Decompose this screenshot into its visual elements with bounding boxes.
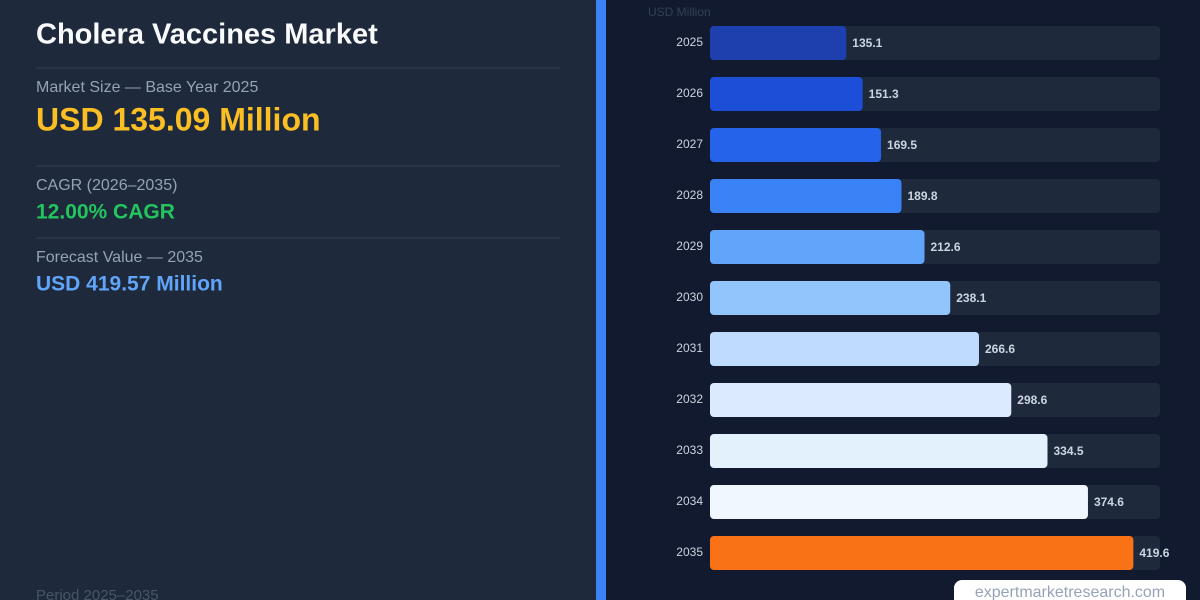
metric-label: CAGR (2026–2035) xyxy=(36,177,177,194)
data-label: 334.5 xyxy=(1054,444,1084,458)
data-label: 189.8 xyxy=(908,189,938,203)
bar xyxy=(710,230,925,264)
data-label: 266.6 xyxy=(985,342,1015,356)
bar xyxy=(710,26,847,60)
bar xyxy=(710,536,1134,570)
bar xyxy=(710,128,882,162)
metric-value: USD 419.57 Million xyxy=(36,273,223,296)
data-label: 419.6 xyxy=(1139,546,1169,560)
y-tick-label: 2026 xyxy=(676,86,703,100)
bar xyxy=(710,332,979,366)
metric-label: Forecast Value — 2035 xyxy=(36,249,203,266)
data-label: 374.6 xyxy=(1094,495,1124,509)
divider xyxy=(596,0,606,600)
y-tick-label: 2035 xyxy=(676,545,703,559)
footer: Period 2025–2035 xyxy=(36,587,159,600)
data-label: 169.5 xyxy=(887,138,917,152)
y-tick-label: 2033 xyxy=(676,443,703,457)
bar xyxy=(710,434,1048,468)
data-label: 298.6 xyxy=(1017,393,1047,407)
bar xyxy=(710,281,951,315)
left-panel xyxy=(0,0,596,600)
y-tick-label: 2028 xyxy=(676,188,703,202)
metric-value: 12.00% CAGR xyxy=(36,201,175,224)
axis-label: USD Million xyxy=(648,5,711,19)
watermark-box xyxy=(954,580,1186,600)
y-tick-label: 2027 xyxy=(676,137,703,151)
bar xyxy=(710,77,863,111)
data-label: 238.1 xyxy=(956,291,986,305)
y-tick-label: 2034 xyxy=(676,494,703,508)
bar xyxy=(710,179,902,213)
y-tick-label: 2032 xyxy=(676,392,703,406)
y-tick-label: 2029 xyxy=(676,239,703,253)
metric-value: USD 135.09 Million xyxy=(36,101,321,137)
y-tick-label: 2030 xyxy=(676,290,703,304)
data-label: 151.3 xyxy=(869,87,899,101)
bar xyxy=(710,383,1012,417)
watermark: expertmarketresearch.com xyxy=(975,584,1165,600)
title: Cholera Vaccines Market xyxy=(36,19,378,51)
data-label: 135.1 xyxy=(852,36,882,50)
data-label: 212.6 xyxy=(931,240,961,254)
y-tick-label: 2025 xyxy=(676,35,703,49)
metric-label: Market Size — Base Year 2025 xyxy=(36,79,258,96)
y-tick-label: 2031 xyxy=(676,341,703,355)
bar xyxy=(710,485,1088,519)
